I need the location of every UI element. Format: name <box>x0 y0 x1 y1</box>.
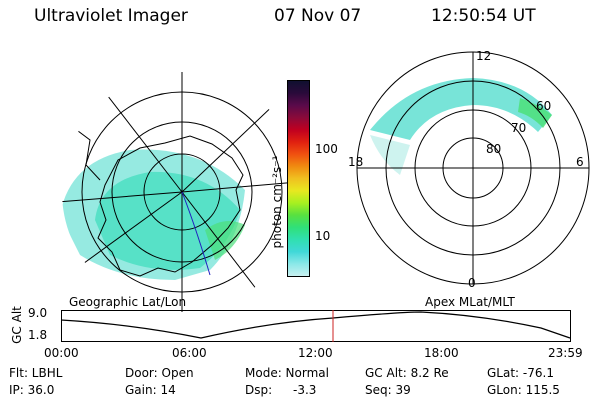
lat-60-label: 60 <box>536 99 551 113</box>
timeline-xtick-0600: 06:00 <box>172 346 207 360</box>
info-dsp-label: Dsp: <box>245 383 273 397</box>
info-mode: Mode: Normal <box>245 366 329 380</box>
info-flt: Flt: LBHL <box>9 366 63 380</box>
lat-70-label: 70 <box>511 121 526 135</box>
colorbar-tick-10: 10 <box>315 229 331 243</box>
colorbar-label: photon cm⁻²s⁻¹ <box>270 155 284 249</box>
timeline-ytick-min: 1.8 <box>28 328 48 342</box>
timeline-ytick-max: 9.0 <box>28 306 48 320</box>
magnetic-map: 12 18 6 0 60 70 80 <box>348 49 590 290</box>
timeline-xtick-1200: 12:00 <box>298 346 333 360</box>
timeline-xtick-0000: 00:00 <box>44 346 79 360</box>
magnetic-label: Apex MLat/MLT <box>425 295 515 309</box>
date-label: 07 Nov 07 <box>274 6 362 26</box>
instrument-title: Ultraviolet Imager <box>34 6 188 26</box>
info-gc-alt: GC Alt: 8.2 Re <box>365 366 449 380</box>
mlt-6-label: 6 <box>576 155 584 169</box>
altitude-timeline <box>60 310 571 342</box>
timeline-xtick-1800: 18:00 <box>424 346 459 360</box>
colorbar <box>287 80 310 277</box>
info-door: Door: Open <box>125 366 194 380</box>
geographic-label: Geographic Lat/Lon <box>69 295 187 309</box>
colorbar-tick-100: 100 <box>315 142 338 156</box>
info-dsp-value: -3.3 <box>293 383 317 397</box>
info-ip: IP: 36.0 <box>9 383 55 397</box>
timeline-xtick-2359: 23:59 <box>548 346 583 360</box>
timeline-ylabel: GC Alt <box>10 306 24 344</box>
info-gain: Gain: 14 <box>125 383 176 397</box>
info-glon: GLon: 115.5 <box>487 383 560 397</box>
mlt-0-label: 0 <box>468 276 476 290</box>
mlt-12-label: 12 <box>476 49 491 63</box>
mlt-18-label: 18 <box>348 155 363 169</box>
time-label: 12:50:54 UT <box>431 6 536 26</box>
geographic-map <box>62 72 302 312</box>
info-glat: GLat: -76.1 <box>487 366 554 380</box>
lat-80-label: 80 <box>486 142 501 156</box>
info-seq: Seq: 39 <box>365 383 411 397</box>
